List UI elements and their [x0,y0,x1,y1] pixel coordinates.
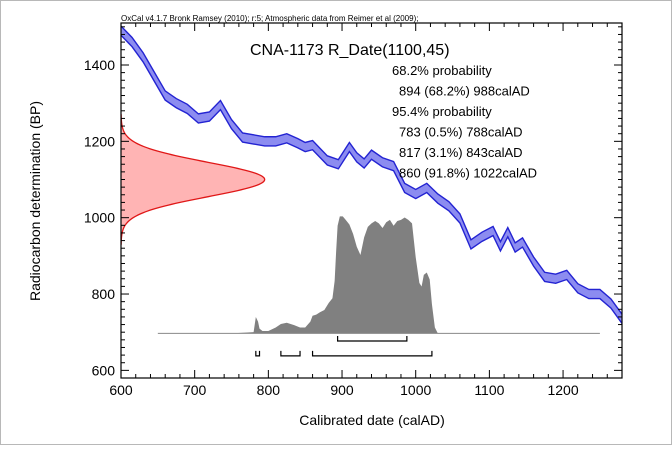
result-line: 68.2% probability [392,63,492,78]
range-95-bracket-2 [280,350,301,357]
calibration-curve-lower [121,34,622,324]
y-tick-label: 1000 [84,210,115,226]
plot-contents [121,25,622,357]
probability-results: 68.2% probability 894 (68.2%) 988calAD 95.… [392,63,537,181]
calibration-curve-upper [121,25,622,315]
x-tick-label: 1000 [400,382,431,398]
chart-credit: OxCal v4.1.7 Bronk Ramsey (2010); r:5; A… [121,14,418,23]
y-tick-label: 1200 [84,133,115,149]
result-line: 95.4% probability [392,104,492,119]
x-axis-label: Calibrated date (calAD) [299,412,445,428]
y-tick-label: 800 [92,286,116,302]
range-68-bracket-1 [337,335,408,342]
x-tick-label: 600 [109,382,133,398]
measurement-distribution [121,114,265,245]
axis-ticks: 600 700 800 900 1000 1100 1200 600 800 1000 1200 14… [84,23,623,398]
range-95-bracket-1 [255,350,261,357]
x-tick-label: 1100 [474,382,504,398]
measurement-outline [121,114,266,245]
result-line: 783 (0.5%) 788calAD [399,125,523,140]
result-line: 817 (3.1%) 843calAD [399,145,523,160]
chart-title: CNA-1173 R_Date(1100,45) [250,42,450,59]
y-tick-label: 600 [92,362,116,378]
result-line: 860 (91.8%) 1022calAD [399,166,537,181]
range-95-bracket-3 [311,350,433,357]
y-axis-label: Radiocarbon determination (BP) [27,101,43,301]
x-tick-label: 800 [257,382,281,398]
y-tick-label: 1400 [84,57,115,73]
x-tick-label: 900 [330,382,354,398]
calibrated-distribution [157,216,600,334]
result-line: 894 (68.2%) 988calAD [399,84,530,99]
x-tick-label: 1200 [547,382,578,398]
plot-area [121,25,622,357]
x-tick-label: 700 [183,382,207,398]
